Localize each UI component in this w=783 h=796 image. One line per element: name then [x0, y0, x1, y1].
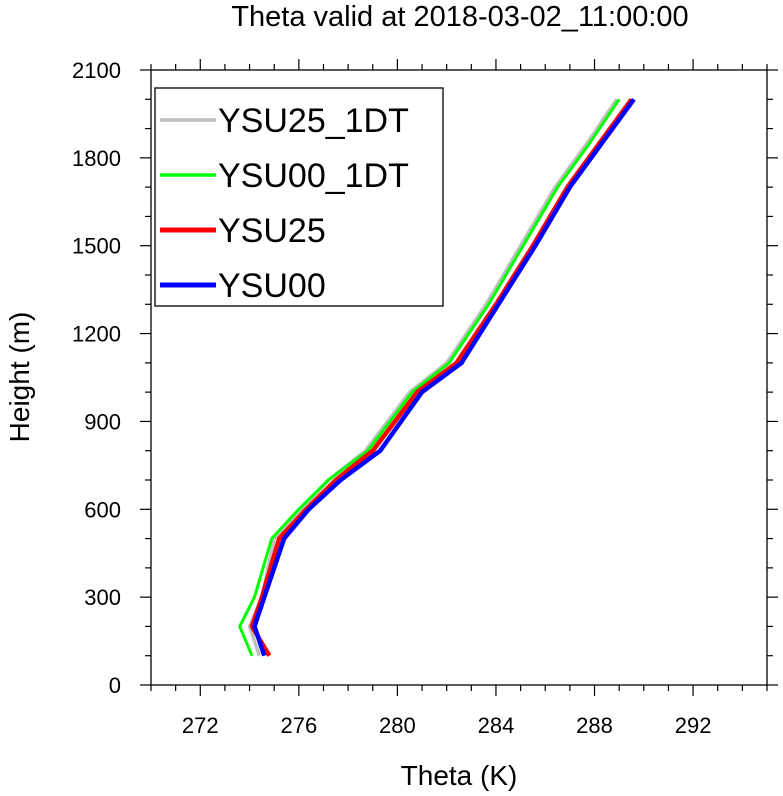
legend-box [154, 87, 444, 307]
y-tick-label: 1800 [72, 146, 121, 171]
chart-title: Theta valid at 2018-03-02_11:00:00 [231, 1, 688, 33]
x-tick-label: 280 [379, 713, 416, 738]
series-line-ysu00-1dt [238, 98, 621, 657]
y-tick-label: 1200 [72, 322, 121, 347]
x-tick-label: 284 [478, 713, 515, 738]
x-tick-label: 272 [182, 713, 219, 738]
legend-label: YSU00 [218, 267, 326, 305]
y-tick-label: 300 [84, 585, 121, 610]
x-tick-label: 288 [576, 713, 613, 738]
legend-label: YSU25_1DT [218, 102, 409, 140]
legend-label: YSU25 [218, 212, 326, 250]
x-axis-label: Theta (K) [401, 760, 518, 791]
y-tick-label: 600 [84, 497, 121, 522]
y-tick-label: 1500 [72, 234, 121, 259]
legend-label: YSU00_1DT [218, 157, 409, 195]
y-axis-label: Height (m) [4, 312, 35, 443]
x-tick-label: 276 [280, 713, 317, 738]
y-tick-label: 900 [84, 409, 121, 434]
series-line-ysu00 [252, 97, 636, 657]
y-tick-label: 0 [109, 673, 121, 698]
x-tick-label: 292 [675, 713, 712, 738]
plot-frame [150, 69, 768, 686]
y-tick-label: 2100 [72, 58, 121, 83]
